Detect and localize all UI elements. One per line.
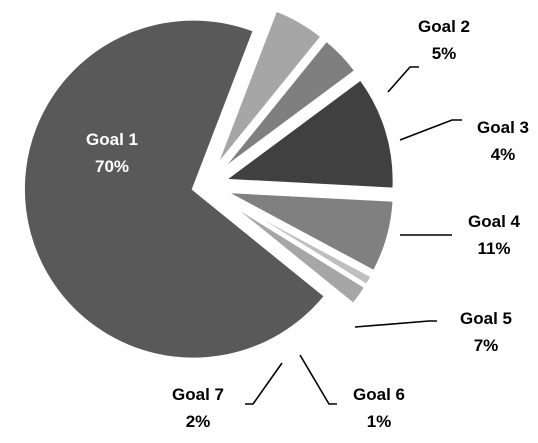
leader-line-goal-3 [399,119,462,141]
data-label-goal-2: Goal 2 5% [418,17,470,63]
pie-slices [21,8,396,361]
category-label-goal-2: Goal 2 [418,17,470,36]
data-labels: Goal 1 70% Goal 2 5% Goal 3 4% Goal 4 11% Goal 5… [86,17,529,431]
pie-slice-goal-3 [218,37,359,174]
value-label-goal-5: 7% [474,336,499,355]
value-label-goal-3: 4% [491,145,516,164]
data-label-goal-1: Goal 1 70% [86,130,138,176]
leader-lines [245,66,462,405]
data-label-goal-7: Goal 7 2% [172,385,224,431]
leader-line-goal-7 [245,362,283,405]
leader-line-goal-2 [387,66,419,93]
data-label-goal-4: Goal 4 11% [468,212,521,258]
category-label-goal-3: Goal 3 [477,118,529,137]
pie-slice-goal-5 [223,189,396,274]
pie-slice-goal-6 [221,194,375,288]
pie-slice-goal-1 [21,17,328,361]
value-label-goal-2: 5% [432,44,457,63]
value-label-goal-4: 11% [477,239,510,258]
category-label-goal-7: Goal 7 [172,385,224,404]
value-label-goal-6: 1% [367,412,392,431]
category-label-goal-5: Goal 5 [460,309,512,328]
data-label-goal-5: Goal 5 7% [460,309,512,355]
leader-line-goal-5 [354,320,437,328]
pie-slice-goal-2 [213,8,325,170]
value-label-goal-1: 70% [95,157,129,176]
category-label-goal-6: Goal 6 [353,385,405,404]
data-label-goal-6: Goal 6 1% [353,385,405,431]
value-label-goal-7: 2% [186,412,211,431]
pie-slice-goal-4 [219,76,396,191]
category-label-goal-4: Goal 4 [468,212,521,231]
leader-line-goal-6 [299,354,337,405]
data-label-goal-3: Goal 3 4% [477,118,529,164]
pie-slice-goal-7 [220,196,368,307]
category-label-goal-1: Goal 1 [86,130,138,149]
